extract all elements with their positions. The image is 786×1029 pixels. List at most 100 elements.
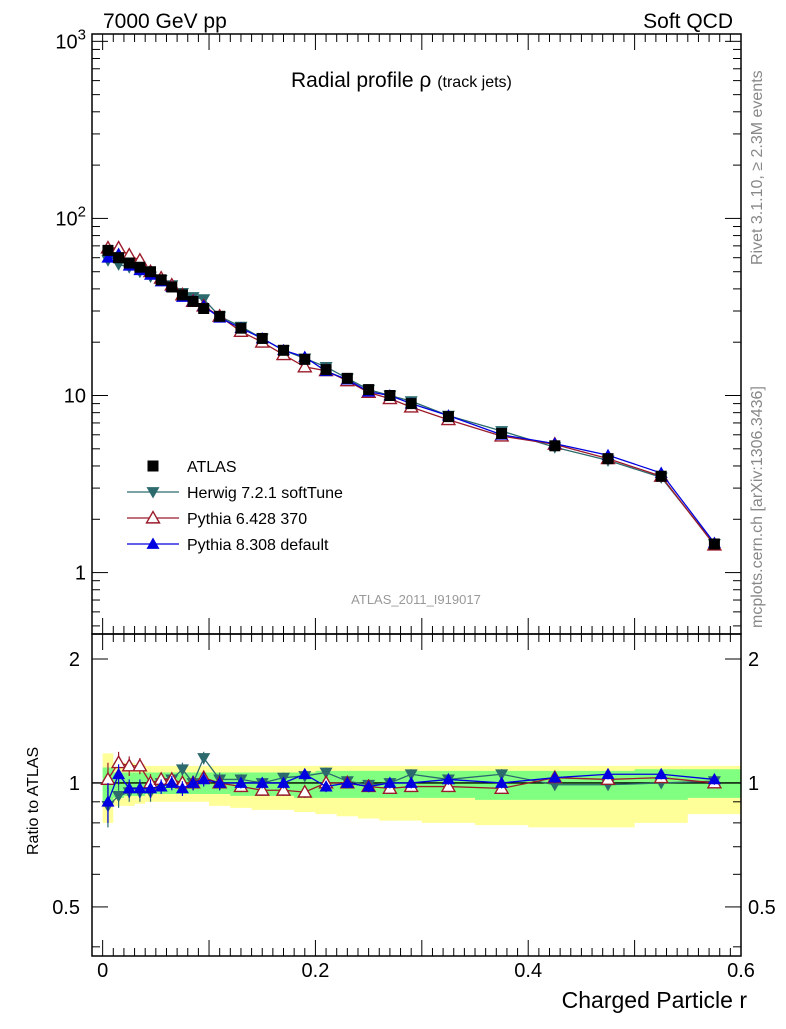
ratio-point [441, 772, 455, 785]
x-tick-label: 0.2 [302, 960, 330, 982]
x-axis-label: Charged Particle r [562, 987, 748, 1013]
data-point [145, 266, 157, 278]
main-title-suffix: (track jets) [437, 74, 512, 91]
ratio-point [298, 767, 312, 780]
ratio-point [112, 767, 126, 780]
ratio-point [175, 764, 189, 776]
data-point [176, 289, 188, 301]
main-series [100, 240, 723, 551]
legend-label: Pythia 8.308 default [187, 537, 329, 554]
data-point [278, 344, 290, 356]
data-point [405, 398, 417, 410]
data-point [256, 332, 268, 344]
ratio-point [254, 782, 270, 796]
data-point [602, 453, 614, 465]
ratio-point [144, 781, 158, 794]
ratio-frame [91, 633, 742, 957]
ratio-point [707, 772, 721, 785]
ratio-point [154, 780, 168, 792]
data-point [341, 372, 353, 384]
data-point [549, 440, 561, 452]
ratio-point [297, 784, 313, 798]
main-ytick-label: 1 [75, 563, 86, 585]
ratio-point [121, 758, 137, 772]
ratio-point [654, 767, 668, 780]
legend-label: Pythia 6.428 370 [187, 511, 307, 528]
data-point [235, 322, 247, 334]
series-2 [100, 240, 723, 551]
data-point [113, 252, 125, 264]
data-point [198, 302, 210, 314]
legend-label: ATLAS [187, 459, 237, 476]
data-point [496, 428, 508, 440]
data-point [363, 384, 375, 396]
ratio-point [186, 776, 200, 788]
ratio-series-2 [101, 764, 721, 823]
ratio-point [340, 776, 354, 788]
data-point [442, 411, 454, 423]
ratio-point [440, 778, 457, 793]
ratio-point [319, 767, 333, 780]
ratio-ytick-label-right: 2 [748, 649, 759, 671]
legend-marker [146, 487, 160, 499]
ratio-ticks: 0 0.2 0.4 0.6 0.5 0.5 1 1 2 2 [52, 634, 776, 982]
x-tick-label: 0.4 [514, 960, 542, 982]
ratio-point [175, 781, 189, 794]
data-point [384, 390, 396, 402]
ratio-point [165, 776, 179, 788]
data-point [214, 310, 226, 322]
main-title-main: Radial profile ρ [291, 69, 431, 92]
ratio-ylabel: Ratio to ATLAS [25, 747, 42, 855]
ratio-ytick-label-left: 0.5 [52, 897, 80, 919]
data-point [187, 295, 199, 307]
side-text-bottom: mcplots.cern.ch [arXiv:1306.3436] [749, 386, 766, 628]
ratio-series [100, 751, 723, 828]
data-point [123, 257, 135, 269]
x-tick-label: 0 [97, 960, 108, 982]
main-ytick-label: 10 [64, 386, 86, 408]
ratio-point [495, 769, 509, 781]
ratio-ytick-label-left: 1 [69, 773, 80, 795]
data-point [102, 244, 114, 256]
header-left: 7000 GeV pp [103, 10, 227, 33]
legend-marker [146, 537, 160, 549]
data-point [320, 364, 332, 376]
ratio-point [275, 782, 292, 796]
data-point [297, 359, 313, 373]
ratio-ytick-label-right: 0.5 [748, 897, 776, 919]
ratio-point [255, 776, 269, 788]
main-ytick-label: 102 [55, 203, 86, 230]
data-point [299, 353, 311, 365]
data-point [101, 251, 115, 263]
ratio-point [319, 780, 333, 792]
x-tick-label: 0.6 [727, 960, 755, 982]
ratio-panel: 0 0.2 0.4 0.6 0.5 0.5 1 1 2 2 Ratio to ATLAS Char… [25, 633, 776, 1013]
ratio-ytick-label-right: 1 [748, 773, 759, 795]
side-text-top: Rivet 3.1.10, ≥ 2.3M events [749, 70, 766, 265]
legend-marker [147, 460, 159, 472]
legend: ATLAS Herwig 7.2.1 softTune Pythia 6.428 3… [127, 459, 343, 554]
header-right: Soft QCD [643, 10, 733, 33]
ratio-point [197, 753, 211, 765]
ratio-point [601, 767, 615, 780]
series-0 [102, 244, 720, 550]
ratio-point [122, 781, 136, 794]
data-point [166, 281, 178, 293]
ratio-point [197, 772, 211, 785]
data-point [708, 538, 720, 550]
ratio-point [213, 776, 227, 788]
data-point [155, 274, 167, 286]
ratio-point [234, 776, 248, 788]
main-ytick-label: 103 [55, 26, 86, 53]
data-point [655, 470, 667, 482]
data-point [134, 261, 146, 273]
ratio-ytick-label-left: 2 [69, 649, 80, 671]
main-title: Radial profile ρ (track jets) [291, 69, 512, 92]
ratio-point [133, 781, 147, 794]
watermark: ATLAS_2011_I919017 [351, 592, 481, 607]
ratio-point [404, 776, 418, 788]
main-ticks: 1 10 102 103 [55, 26, 742, 634]
ratio-point [132, 758, 148, 772]
